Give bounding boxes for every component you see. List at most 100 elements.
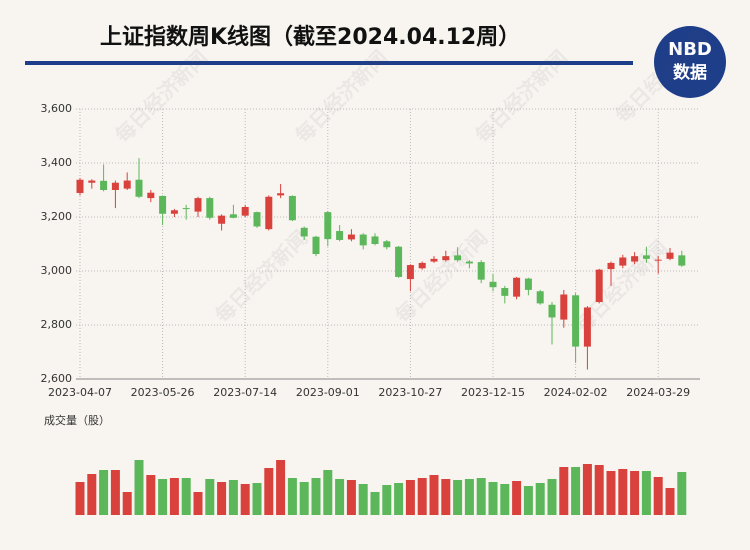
volume-bar <box>99 470 109 515</box>
candle-body <box>642 255 650 259</box>
volume-bar <box>618 469 628 515</box>
volume-bar <box>158 479 168 515</box>
volume-bar <box>547 479 557 515</box>
candle-body <box>548 304 556 318</box>
candle-body <box>477 262 485 280</box>
candle-body <box>229 214 237 218</box>
volume-bar <box>252 483 262 515</box>
candle-body <box>336 231 344 240</box>
candle-body <box>619 257 627 266</box>
volume-bar <box>134 460 144 515</box>
y-tick-label: 3,600 <box>41 102 73 115</box>
candle-body <box>654 259 662 261</box>
volume-bar <box>193 492 203 515</box>
candle-body <box>277 193 285 196</box>
candle-body <box>88 180 96 183</box>
volume-bar <box>571 467 581 515</box>
volume-bar <box>146 475 156 515</box>
volume-bar <box>488 482 498 515</box>
volume-bar <box>594 465 604 515</box>
candle-body <box>454 255 462 261</box>
x-tick-label: 2023-12-15 <box>461 386 525 399</box>
volume-bar <box>441 479 451 515</box>
candle-body <box>300 227 308 237</box>
volume-bar <box>346 480 356 515</box>
x-tick-label: 2023-10-27 <box>378 386 442 399</box>
volume-bar <box>523 486 533 515</box>
candle-body <box>123 180 131 189</box>
volume-bar <box>394 483 404 515</box>
volume-bar <box>110 470 120 515</box>
volume-bar <box>75 482 85 515</box>
volume-bar <box>512 481 522 515</box>
volume-bar <box>299 482 309 515</box>
candle-body <box>371 236 379 244</box>
x-tick-label: 2024-03-29 <box>626 386 690 399</box>
candle-body <box>383 241 391 248</box>
candle-body <box>430 258 438 262</box>
logo-badge <box>654 26 726 98</box>
volume-bar <box>311 478 321 515</box>
y-tick-label: 3,400 <box>41 156 73 169</box>
candle-body <box>501 288 509 296</box>
y-tick-label: 2,800 <box>41 318 73 331</box>
volume-bar <box>217 482 227 515</box>
volume-bar <box>335 479 345 515</box>
x-tick-label: 2023-07-14 <box>213 386 277 399</box>
candle-body <box>631 256 639 262</box>
candle-body <box>489 281 497 288</box>
volume-bar <box>559 467 569 515</box>
candle-body <box>241 207 249 216</box>
candle-body <box>678 255 686 266</box>
volume-bar <box>276 460 286 515</box>
candle-body <box>111 182 119 190</box>
volume-bar <box>630 471 640 515</box>
candle-body <box>159 195 167 214</box>
candle-body <box>395 246 403 277</box>
candle-body <box>418 262 426 269</box>
logo-sub: 数据 <box>673 62 707 83</box>
volume-bar <box>464 479 474 515</box>
candle-body <box>100 180 108 190</box>
volume-bar <box>87 474 97 515</box>
volume-bar <box>240 484 250 515</box>
volume-bar <box>476 478 486 515</box>
volume-bar <box>122 492 132 515</box>
candle-body <box>666 252 674 259</box>
x-tick-label: 2023-09-01 <box>296 386 360 399</box>
candle-body <box>359 234 367 246</box>
candle-body <box>218 215 226 224</box>
volume-label: 成交量（股） <box>44 413 110 427</box>
candle-body <box>147 192 155 199</box>
volume-bar <box>453 480 463 515</box>
candle-body <box>288 195 296 221</box>
candle-body <box>265 196 273 230</box>
candle-body <box>513 277 521 297</box>
volume-bar <box>606 471 616 515</box>
candle-body <box>135 179 143 197</box>
volume-bar <box>169 478 179 515</box>
candle-body <box>170 210 178 214</box>
volume-bar <box>677 472 687 515</box>
candle-body <box>347 234 355 240</box>
chart-title: 上证指数周K线图（截至2024.04.12周） <box>100 24 520 50</box>
candle-body <box>324 212 332 240</box>
candle-body <box>536 291 544 304</box>
candle-body <box>312 236 320 254</box>
candle-body <box>182 208 190 210</box>
logo-text: NBD <box>668 39 712 60</box>
candle-body <box>442 256 450 261</box>
candle-body <box>524 278 532 290</box>
volume-bar <box>535 483 545 515</box>
volume-bar <box>653 477 663 515</box>
candle-body <box>465 261 473 264</box>
volume-bar <box>323 470 333 515</box>
candle-body <box>406 265 414 280</box>
y-tick-label: 3,200 <box>41 210 73 223</box>
title-rule <box>25 61 633 65</box>
x-tick-label: 2023-05-26 <box>131 386 195 399</box>
y-tick-label: 2,600 <box>41 372 73 385</box>
volume-bar <box>228 480 238 515</box>
